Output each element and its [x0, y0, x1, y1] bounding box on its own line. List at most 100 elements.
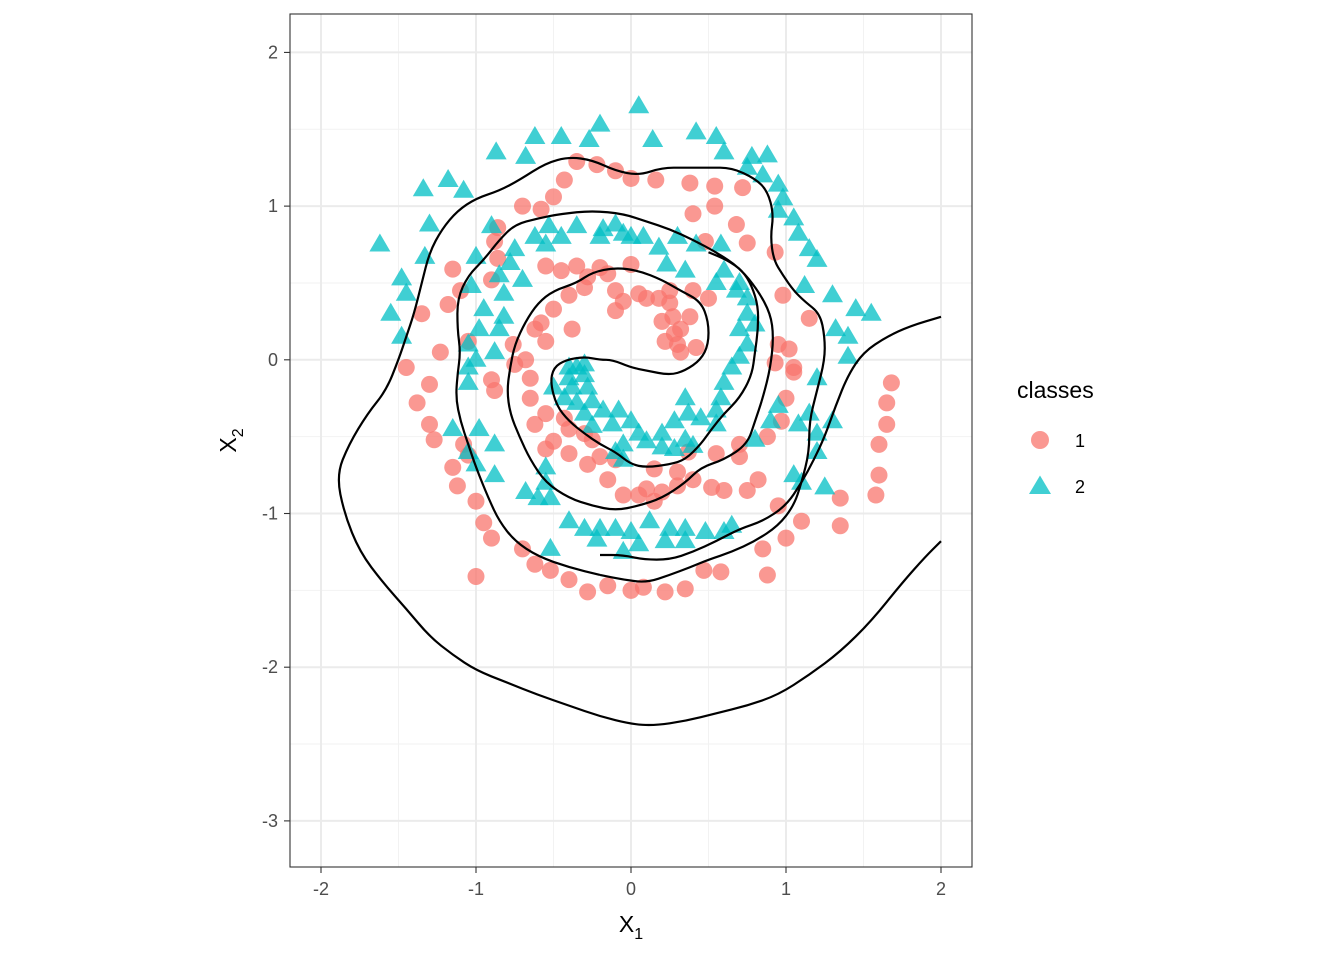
data-point-class-2 — [663, 410, 685, 429]
data-point-class-2 — [414, 245, 436, 264]
data-point-class-1 — [731, 448, 748, 466]
data-point-class-2 — [484, 341, 506, 360]
data-point-class-2 — [457, 356, 479, 375]
x-tick-label: 2 — [936, 879, 946, 899]
data-point-class-1 — [785, 363, 803, 381]
data-point-class-1 — [545, 300, 562, 318]
data-point-class-2 — [677, 402, 699, 421]
data-point-class-2 — [705, 399, 727, 418]
data-point-class-2 — [845, 298, 867, 317]
data-point-class-2 — [412, 178, 434, 197]
y-tick-label: -2 — [262, 657, 278, 677]
data-point-class-2 — [453, 179, 475, 198]
data-point-class-2 — [468, 417, 490, 436]
data-point-class-2 — [787, 413, 809, 432]
data-point-class-1 — [483, 529, 500, 547]
data-point-class-2 — [806, 422, 828, 441]
data-point-class-2 — [504, 238, 526, 257]
data-point-class-1 — [684, 471, 702, 489]
data-point-class-2 — [605, 213, 626, 232]
data-point-class-2 — [620, 520, 642, 539]
data-point-class-1 — [712, 563, 730, 581]
data-point-class-2 — [550, 225, 572, 244]
data-point-class-1 — [526, 415, 544, 433]
legend-label-2: 2 — [1075, 477, 1085, 497]
data-point-class-2 — [481, 215, 502, 234]
data-point-class-1 — [878, 394, 896, 412]
legend: classes 1 2 — [1017, 377, 1094, 497]
data-point-class-1 — [681, 174, 699, 192]
data-point-class-2 — [674, 517, 696, 536]
data-point-class-2 — [806, 248, 828, 267]
data-point-class-1 — [545, 188, 562, 206]
data-point-class-2 — [636, 430, 657, 449]
data-point-class-2 — [457, 371, 479, 390]
data-point-class-2 — [767, 394, 789, 413]
y-tick-label: -1 — [262, 504, 278, 524]
y-tick-label: -3 — [262, 811, 278, 831]
data-point-class-2 — [860, 302, 882, 321]
data-point-class-1 — [537, 332, 555, 350]
data-point-class-2 — [468, 318, 490, 337]
data-point-class-2 — [543, 376, 564, 395]
data-point-class-1 — [475, 514, 493, 532]
data-point-class-1 — [777, 529, 795, 547]
data-point-class-1 — [579, 583, 597, 601]
data-point-class-2 — [632, 225, 654, 244]
data-point-class-1 — [467, 492, 485, 510]
data-point-class-2 — [589, 113, 611, 132]
data-point-class-2 — [391, 325, 413, 344]
data-point-class-2 — [705, 271, 727, 290]
data-point-class-2 — [667, 225, 688, 244]
data-point-class-2 — [682, 434, 704, 453]
data-point-class-1 — [521, 389, 539, 407]
data-point-class-2 — [767, 173, 789, 192]
data-point-class-1 — [706, 197, 724, 215]
data-point-class-1 — [560, 445, 578, 463]
data-point-class-1 — [707, 445, 725, 463]
data-point-class-2 — [674, 530, 696, 549]
data-point-class-2 — [488, 318, 510, 337]
data-point-class-1 — [486, 232, 504, 250]
data-point-class-2 — [736, 302, 758, 321]
data-point-class-2 — [721, 356, 743, 375]
data-point-class-2 — [465, 453, 487, 472]
data-point-class-1 — [537, 405, 555, 423]
data-point-class-1 — [408, 394, 426, 412]
contour-lines — [337, 156, 942, 727]
data-point-class-2 — [744, 428, 766, 447]
x-tick-label: -1 — [468, 879, 484, 899]
data-point-class-2 — [524, 125, 546, 144]
data-point-class-1 — [444, 260, 462, 278]
data-point-class-2 — [539, 537, 561, 556]
data-point-class-2 — [538, 215, 560, 234]
data-point-class-1 — [560, 286, 578, 304]
data-point-class-2 — [685, 121, 707, 140]
data-point-class-2 — [484, 433, 506, 452]
data-point-class-1 — [870, 466, 888, 484]
data-point-class-2 — [558, 510, 580, 529]
data-point-class-1 — [630, 285, 648, 303]
x-axis-ticks: -2 -1 0 1 2 — [313, 867, 946, 899]
data-point-class-1 — [444, 458, 462, 476]
data-point-class-1 — [706, 177, 724, 195]
data-point-class-2 — [694, 520, 716, 539]
data-point-class-2 — [605, 517, 626, 536]
data-point-class-1 — [727, 216, 745, 234]
data-point-class-1 — [467, 568, 485, 586]
data-point-class-1 — [413, 305, 431, 323]
legend-label-1: 1 — [1075, 431, 1085, 451]
data-point-class-1 — [793, 512, 810, 530]
data-point-class-2 — [493, 282, 515, 301]
data-point-class-2 — [690, 407, 712, 426]
data-point-class-1 — [749, 471, 767, 489]
y-axis-title-main: X — [215, 437, 241, 452]
data-point-class-1 — [634, 578, 652, 596]
data-point-class-2 — [460, 275, 482, 294]
data-point-class-2 — [380, 302, 402, 321]
data-point-class-2 — [651, 436, 673, 455]
y-axis-ticks: -3 -2 -1 0 1 2 — [262, 42, 290, 831]
data-point-class-2 — [566, 391, 588, 410]
data-point-class-2 — [566, 215, 588, 234]
data-point-class-1 — [669, 463, 686, 481]
